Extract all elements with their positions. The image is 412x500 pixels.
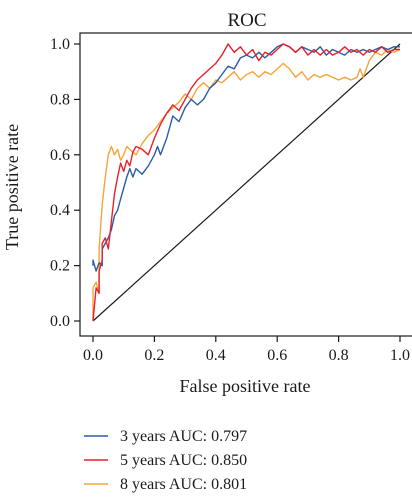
x-tick-label: 0.8 (329, 347, 349, 364)
chart-title: ROC (227, 10, 266, 31)
legend-label: 8 years AUC: 0.801 (120, 476, 247, 493)
x-tick-label: 0.6 (267, 347, 287, 364)
series-layer (92, 43, 401, 322)
series-line-1 (92, 43, 400, 272)
y-axis-label: True positive rate (2, 124, 22, 250)
y-tick-label: 0.6 (50, 147, 70, 164)
legend-label: 5 years AUC: 0.850 (120, 452, 247, 469)
x-tick-label: 0.4 (206, 347, 226, 364)
y-axis: 0.0 0.2 0.4 0.6 0.8 1.0 (50, 36, 80, 330)
legend: 3 years AUC: 0.797 5 years AUC: 0.850 8 ye… (84, 428, 247, 493)
x-tick-label: 1.0 (390, 347, 410, 364)
x-tick-label: 0.2 (144, 347, 164, 364)
x-axis-label: False positive rate (180, 376, 311, 396)
x-axis: 0.0 0.2 0.4 0.6 0.8 1.0 (83, 336, 410, 364)
y-tick-label: 0.2 (50, 258, 70, 275)
x-tick-label: 0.0 (83, 347, 103, 364)
y-tick-label: 0.8 (50, 91, 70, 108)
series-line-2 (92, 43, 400, 322)
y-tick-label: 1.0 (50, 36, 70, 53)
y-tick-label: 0.0 (50, 313, 70, 330)
diagonal-reference-line (92, 43, 401, 322)
legend-label: 3 years AUC: 0.797 (120, 428, 247, 445)
series-line-3 (92, 48, 401, 321)
plot-area (79, 32, 412, 337)
plot-frame (79, 32, 412, 337)
y-tick-label: 0.4 (50, 202, 70, 219)
